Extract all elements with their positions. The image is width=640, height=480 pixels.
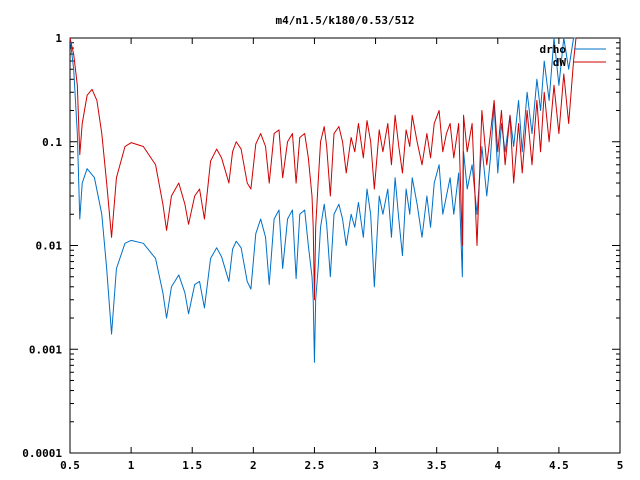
- x-tick-label: 3: [372, 459, 379, 472]
- series-line-dW: [69, 37, 577, 301]
- x-tick-label: 5: [617, 459, 624, 472]
- x-tick-label: 4: [494, 459, 501, 472]
- x-tick-label: 3.5: [427, 459, 447, 472]
- y-tick-label: 0.001: [29, 343, 62, 356]
- y-tick-label: 0.1: [42, 136, 62, 149]
- y-tick-label: 0.01: [36, 240, 63, 253]
- x-axis: 0.5 1 1.5 2 2.5 3 3.5 4 4.5 5: [60, 38, 623, 472]
- x-tick-label: 1.5: [182, 459, 202, 472]
- plot-frame: [69, 37, 621, 454]
- legend-label-dW: dW: [553, 56, 567, 69]
- y-tick-label: 0.0001: [22, 447, 62, 460]
- x-tick-label: 4.5: [549, 459, 569, 472]
- legend-label-drho: drho: [540, 43, 567, 56]
- x-tick-label: 2: [250, 459, 257, 472]
- y-tick-label: 1: [55, 32, 62, 45]
- chart-title: m4/n1.5/k180/0.53/512: [275, 14, 414, 27]
- x-tick-label: 2.5: [305, 459, 325, 472]
- x-tick-label: 1: [128, 459, 135, 472]
- series-line-drho: [69, 37, 576, 363]
- series-layer: [69, 37, 577, 363]
- y-axis: 0.0001 0.001 0.01 0.1 1: [22, 32, 620, 460]
- x-tick-label: 0.5: [60, 459, 80, 472]
